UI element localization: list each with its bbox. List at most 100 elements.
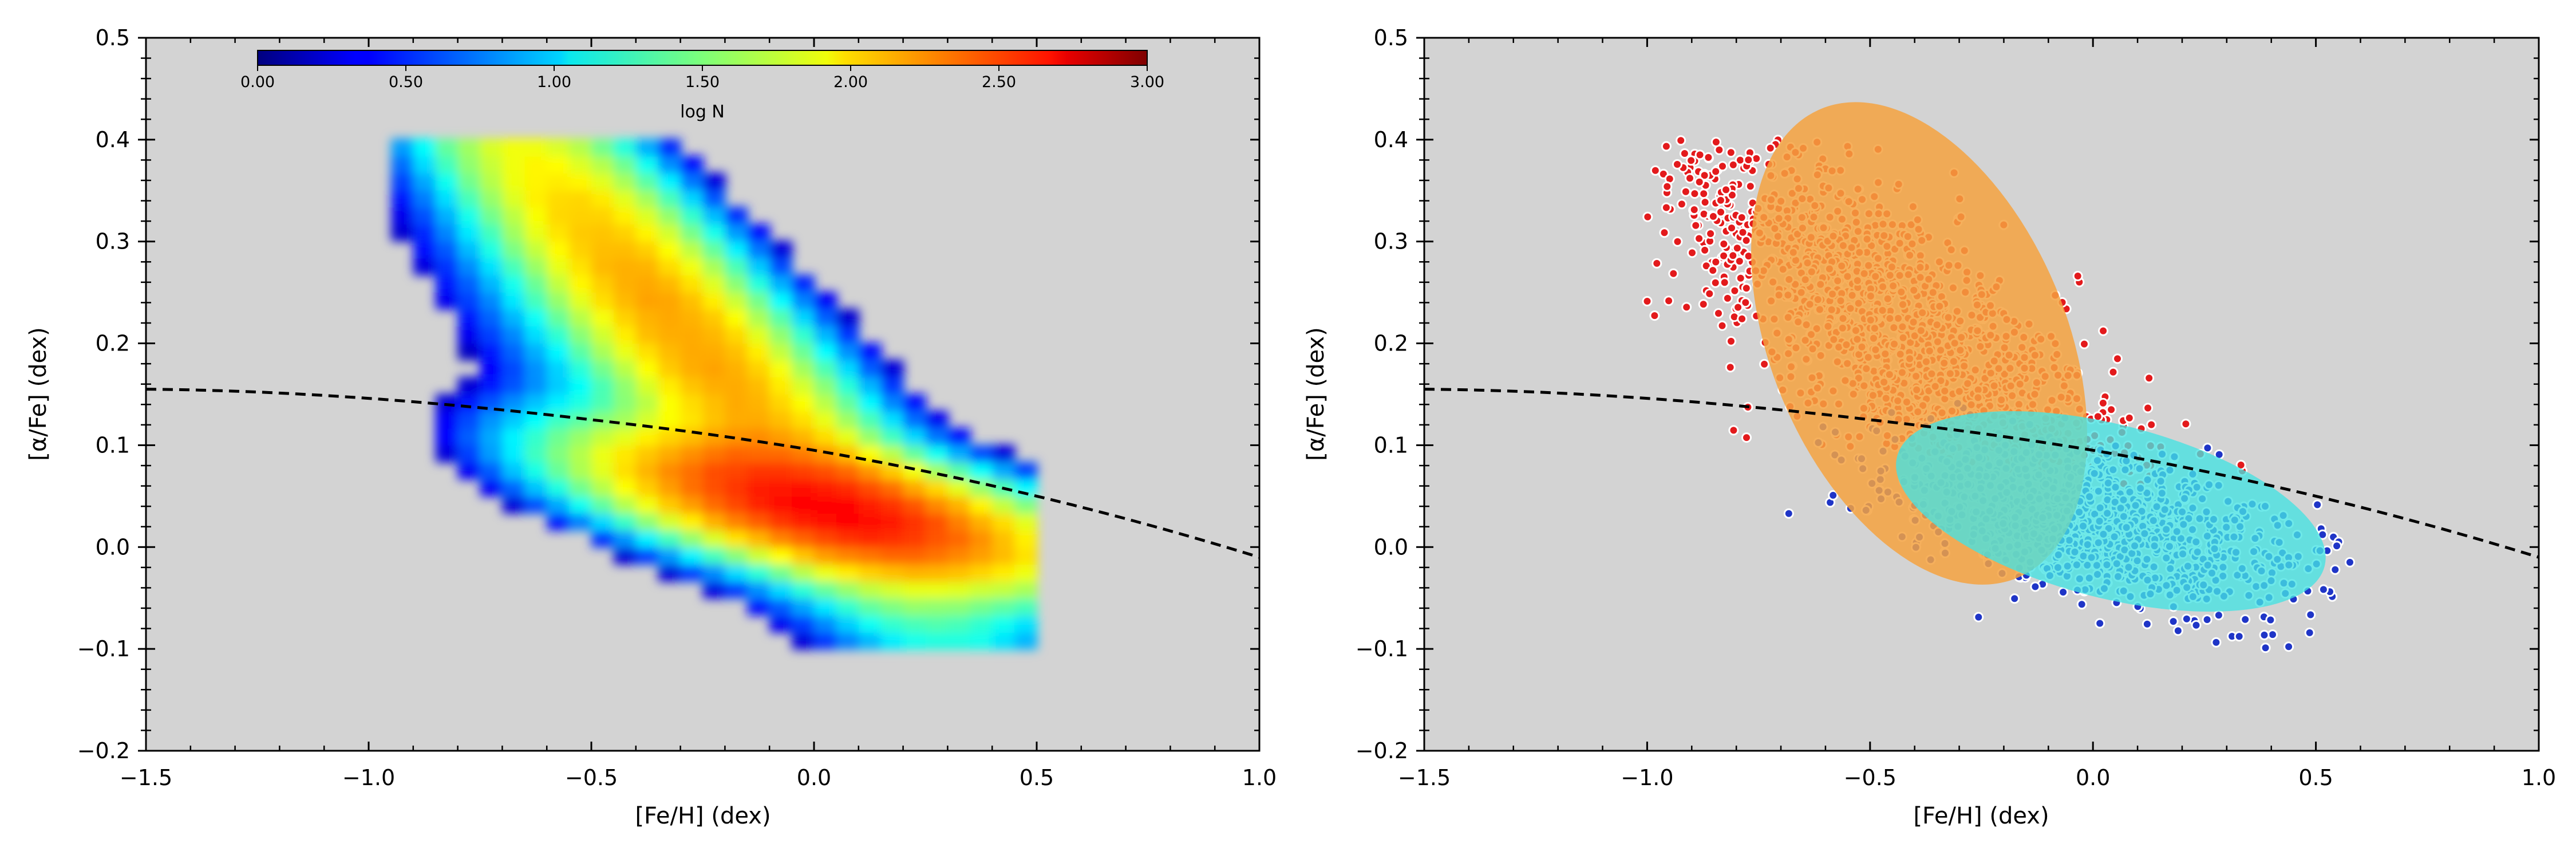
high-alpha-point [1686,155,1697,166]
heatmap-cell [569,325,592,344]
heatmap-cell [903,428,926,446]
high-alpha-point [1652,258,1662,269]
axis-ticks: −1.5 −1.0 −0.5 0.0 0.5 1.0 −0.2 −0.1 0.0 0.1 0.2 0.… [77,25,1277,790]
heatmap-cell [591,190,615,208]
heatmap-cell [792,546,815,565]
high-alpha-point [1689,204,1700,215]
heatmap-cell [970,581,993,599]
y-tick-label: −0.1 [1356,636,1408,661]
heatmap-cell [569,139,592,157]
heatmap-cell [457,291,481,310]
heatmap-cell [1014,462,1038,480]
heatmap-cell [591,495,615,514]
heatmap-cell [658,274,682,293]
heatmap-cell [680,206,704,225]
heatmap-cell [591,172,615,191]
heatmap-cell [858,614,882,633]
heatmap-cell [524,444,548,463]
heatmap-cell [524,342,548,361]
heatmap-cell [769,513,793,531]
heatmap-cell [792,325,815,344]
heatmap-cell [858,376,882,395]
heatmap-cell [591,309,615,327]
heatmap-cell [635,155,659,174]
heatmap-cell [435,223,459,242]
heatmap-cell [814,530,837,548]
heatmap-cell [635,190,659,208]
heatmap-cell [658,309,682,327]
x-tick-label: 0.0 [797,765,831,790]
heatmap-cell [725,342,748,361]
heatmap-cell [613,342,637,361]
heatmap-cell [814,309,837,327]
heatmap-cell [880,632,904,650]
heatmap-cell [658,495,682,514]
heatmap-cell [502,376,526,395]
y-tick-label: −0.2 [1356,738,1408,763]
heatmap-cell [502,360,526,378]
low-alpha-point [2265,614,2276,625]
x-tick-label: −1.0 [1621,765,1673,790]
high-alpha-point [1662,181,1673,192]
heatmap-cell [992,513,1016,531]
heatmap-cell [725,564,748,582]
high-alpha-point [1716,207,1726,218]
heatmap-cell [725,513,748,531]
heatmap-cell [569,155,592,174]
heatmap-cell [524,428,548,446]
heatmap-cell [658,444,682,463]
y-tick-label: 0.1 [1374,432,1408,458]
heatmap-cell [970,495,993,514]
high-alpha-point [1694,149,1705,160]
colorbar-tick-label: 3.00 [1130,73,1164,91]
heatmap-cell [635,444,659,463]
high-alpha-point [1740,297,1751,308]
heatmap-cell [702,428,726,446]
heatmap-cell [613,479,637,497]
heatmap-cell [635,291,659,310]
heatmap-cell [792,342,815,361]
heatmap-cell [547,360,570,378]
heatmap-cell [836,376,860,395]
heatmap-cell [680,155,704,174]
heatmap-cell [680,190,704,208]
heatmap-cell [702,360,726,378]
high-alpha-point [1710,277,1721,288]
heatmap-cell [658,479,682,497]
low-alpha-point [2030,581,2041,592]
heatmap-cell [502,241,526,259]
heatmap-cell [524,479,548,497]
heatmap-cell [635,376,659,395]
heatmap-cell [702,291,726,310]
heatmap-cell [635,360,659,378]
low-alpha-point [2211,637,2222,648]
heatmap-cell [925,614,949,633]
heatmap-cell [435,428,459,446]
heatmap-cell [836,342,860,361]
heatmap-cell [547,155,570,174]
high-alpha-point [1689,188,1700,199]
heatmap-cell [880,546,904,565]
low-alpha-point [2234,631,2245,642]
heatmap-cell [880,411,904,429]
high-alpha-point [1710,166,1721,177]
heatmap-cell [858,632,882,650]
low-alpha-point [2267,629,2278,640]
dividing-line [1424,388,2539,559]
heatmap-cell [814,291,837,310]
heatmap-cell [747,598,771,616]
heatmap-cell [992,530,1016,548]
heatmap-cell [413,155,437,174]
high-alpha-point [1725,147,1736,158]
low-alpha-point [2312,499,2323,510]
heatmap-cell [814,462,837,480]
heatmap-cell [680,462,704,480]
heatmap-cell [903,513,926,531]
heatmap-cell [725,274,748,293]
heatmap-cell [524,155,548,174]
y-tick-label: 0.5 [96,25,130,50]
heatmap-cell [836,530,860,548]
high-alpha-point [1700,245,1710,255]
colorbar-tick-label: 0.50 [389,73,423,91]
heatmap-cell [547,139,570,157]
